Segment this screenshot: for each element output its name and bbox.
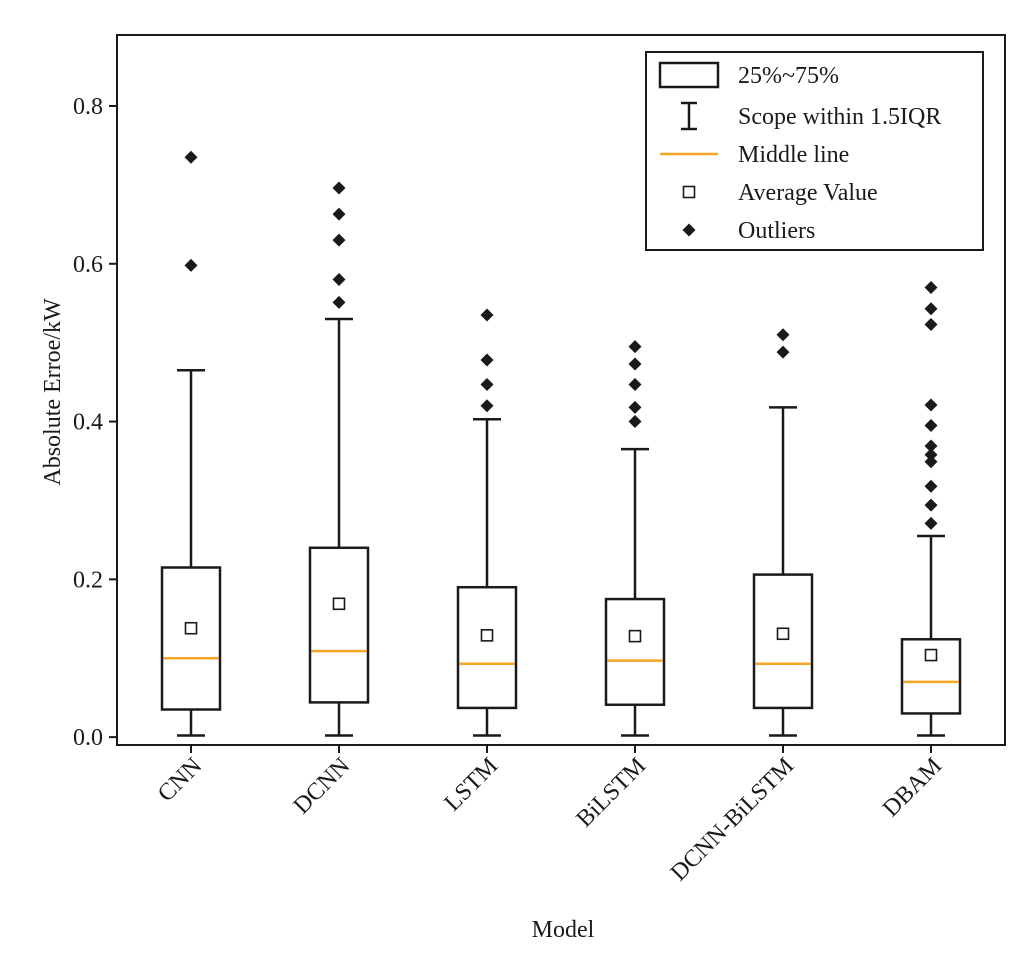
outlier-point (332, 233, 346, 247)
legend-mean-marker (682, 185, 696, 199)
outlier-point (628, 377, 642, 391)
mean-marker (480, 629, 494, 642)
legend-box-marker (658, 61, 720, 89)
iqr-box (752, 573, 814, 710)
outlier-point (924, 439, 938, 453)
outlier-point (480, 377, 494, 391)
box-group-bilstm (604, 340, 666, 737)
outlier-point (332, 207, 346, 221)
outlier-point (924, 318, 938, 332)
y-axis: 0.0 0.2 0.4 0.6 0.8 (73, 94, 117, 751)
y-tick-label: 0.4 (73, 410, 103, 436)
outlier-point (924, 448, 938, 462)
mean-marker (332, 597, 346, 611)
y-tick-label: 0.6 (73, 252, 103, 278)
outlier-point (332, 181, 346, 195)
box-group-lstm (456, 308, 518, 737)
outlier-point (628, 400, 642, 414)
outlier-point (184, 150, 198, 164)
outlier-point (184, 258, 198, 272)
y-tick-label: 0.0 (73, 725, 103, 751)
y-tick-label: 0.2 (73, 567, 103, 593)
outlier-point (332, 295, 346, 309)
outlier-point (332, 273, 346, 287)
legend-label: Scope within 1.5IQR (738, 104, 941, 130)
legend-label: Middle line (738, 142, 849, 168)
x-tick-label: LSTM (440, 753, 504, 817)
iqr-box (604, 597, 666, 707)
mean-marker (628, 629, 642, 643)
x-tick-label: DCNN-BiLSTM (666, 753, 799, 886)
outlier-point (628, 357, 642, 371)
iqr-box (160, 566, 222, 711)
outlier-point (924, 498, 938, 512)
outlier-point (480, 353, 494, 367)
plot-frame (116, 34, 1006, 746)
outlier-point (924, 479, 938, 493)
outlier-point (480, 399, 494, 413)
box-group-cnn (160, 150, 222, 737)
legend-outlier-marker (682, 223, 696, 237)
mean-marker (924, 648, 938, 662)
outlier-point (776, 345, 790, 359)
outlier-point (628, 415, 642, 429)
outlier-point (628, 340, 642, 354)
legend: 25%~75% Scope within 1.5IQR Middle line Ave… (645, 51, 984, 251)
y-tick-label: 0.8 (73, 94, 103, 120)
y-axis-title: Absolute Erroe/kW (40, 298, 66, 486)
x-tick-label: CNN (153, 753, 207, 807)
legend-label: Outliers (738, 218, 815, 244)
mean-marker (776, 627, 790, 641)
x-axis-title: Model (532, 917, 595, 943)
outlier-point (924, 280, 938, 294)
plot-area (116, 34, 1006, 746)
outlier-point (924, 455, 938, 469)
box-group-dcnn-bilstm (752, 328, 814, 737)
box-group-dcnn (308, 181, 370, 737)
x-tick-label: BiLSTM (572, 753, 652, 833)
outlier-point (924, 516, 938, 530)
x-tick-label: DCNN (289, 753, 355, 819)
x-axis: CNN DCNN LSTM BiLSTM DCNN-BiLSTM DBAM (153, 745, 947, 886)
legend-frame (645, 51, 984, 251)
iqr-box (456, 585, 518, 710)
iqr-box (900, 638, 962, 715)
legend-label: 25%~75% (738, 63, 839, 89)
outlier-point (924, 419, 938, 432)
x-tick-label: DBAM (878, 753, 947, 822)
outlier-point (924, 302, 938, 316)
box-group-dbam (900, 280, 962, 737)
iqr-box (308, 546, 370, 704)
outlier-point (924, 398, 938, 412)
outlier-point (776, 328, 790, 342)
legend-label: Average Value (738, 180, 878, 206)
mean-marker (184, 621, 198, 635)
outlier-point (480, 308, 494, 322)
